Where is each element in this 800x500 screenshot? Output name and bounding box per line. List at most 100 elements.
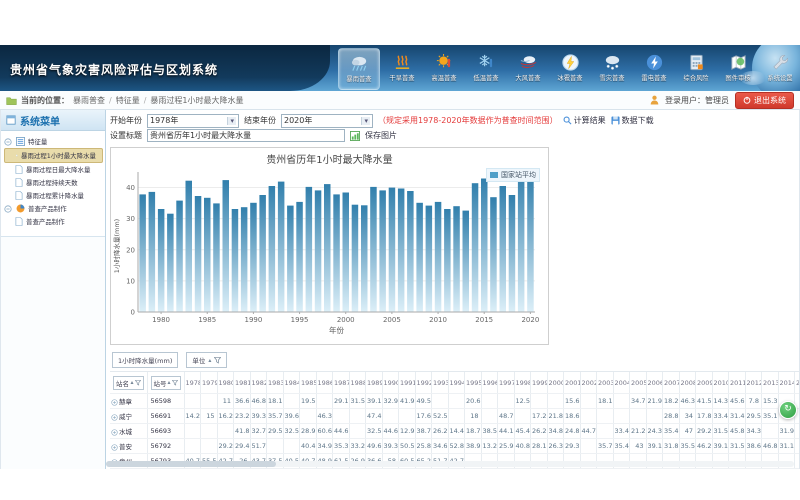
start-year-select[interactable]: 1978年 ▾ [147,113,239,128]
toolbar-item-map-review[interactable]: 图件审核 [718,48,758,88]
collapse-icon[interactable] [4,204,12,213]
toolbar-item-settings[interactable]: 系统设置 [760,48,800,88]
column-header-year[interactable]: 1983 [266,372,284,394]
column-header-year[interactable]: 2002 [580,372,597,394]
collapse-icon[interactable] [4,137,12,146]
end-year-select[interactable]: 2020年 ▾ [281,113,373,128]
column-header-station[interactable]: 站名 ▴ [110,372,148,394]
column-header-year[interactable]: 1997 [497,372,515,394]
column-header-year[interactable]: 2015 [794,372,799,394]
download-button[interactable]: 数据下载 [611,115,654,126]
column-header-year[interactable]: 2007 [662,372,680,394]
column-header-year[interactable]: 1996 [481,372,498,394]
column-header-year[interactable]: 2013 [761,372,779,394]
tree-item-product-making[interactable]: 普查产品制作 [4,215,103,228]
toolbar-item-rainstorm[interactable]: 暴雨普查 [338,48,380,90]
row-expand-icon[interactable] [111,428,118,436]
column-header-year[interactable]: 2008 [679,372,696,394]
column-header-year[interactable]: 1986 [316,372,333,394]
tree-item-label[interactable]: 暴雨过程累计降水量 [26,191,84,200]
filter-funnel-icon[interactable] [171,379,178,386]
table-row[interactable]: 普安 56792 29.2 29.4 51.7 40.4 34.9 35.3 33.2 49.6 3… [110,438,799,454]
column-header-year[interactable]: 1991 [398,372,416,394]
column-header-year[interactable]: 2014 [778,372,795,394]
row-expand-icon[interactable] [111,413,118,421]
toolbar-item-high-temp[interactable]: 高温普查 [424,48,464,88]
tree-item-label[interactable]: 暴雨过程1小时最大降水量 [20,151,96,160]
tree-item-label[interactable]: 暴雨过程日最大降水量 [26,165,91,174]
tree-item-accumulated-precip[interactable]: 暴雨过程累计降水量 [4,189,103,202]
column-header-year[interactable]: 2012 [745,372,762,394]
column-header-year[interactable]: 2009 [695,372,713,394]
tree-item-hourly-max-precip[interactable]: 暴雨过程1小时最大降水量 [4,148,103,163]
toolbar-item-lightning[interactable]: 雷电普查 [634,48,674,88]
column-header-year[interactable]: 1984 [283,372,300,394]
toolbar-item-wind[interactable]: 大风普查 [508,48,548,88]
calculate-button[interactable]: 计算结果 [563,115,606,126]
table-row[interactable]: 水城 56693 41.8 32.7 29.5 32.5 28.9 60.6 44.6 32.5 4… [110,423,799,439]
tree-item-label[interactable]: 普查产品制作 [26,217,65,226]
scrollbar-thumb[interactable] [106,461,276,467]
column-header-year[interactable]: 1987 [332,372,350,394]
breadcrumb-item-survey[interactable]: 暴雨普查 [73,95,105,105]
tree-node-feature[interactable]: 特征量 [4,135,103,148]
column-header-year[interactable]: 2003 [596,372,614,394]
bar-1982 [176,200,183,312]
column-header-year[interactable]: 1993 [431,372,449,394]
tree-node-product[interactable]: 普查产品制作 [4,202,103,215]
column-header-year[interactable]: 2006 [646,372,663,394]
sync-float-button[interactable]: ↻ [779,401,797,419]
table-row[interactable]: 赫章 56598 11 36.6 46.8 18.1 19.5 29.1 31.5 39.1 32.… [110,393,799,409]
table-row[interactable]: 桐梓5760640.151.317.228.233.241.127.640.59… [110,468,799,469]
column-header-year[interactable]: 1980 [217,372,234,394]
breadcrumb-item-feature[interactable]: 特征量 [115,95,140,105]
value-cell: 34 [679,408,696,424]
chart-title-input[interactable] [147,129,345,142]
tree-item-daily-max-precip[interactable]: 暴雨过程日最大降水量 [4,163,103,176]
filter-funnel-icon[interactable] [214,356,222,364]
column-header-year[interactable]: 1988 [349,372,366,394]
column-header-year[interactable]: 2011 [728,372,746,394]
sort-icon[interactable]: ▴ [208,356,212,364]
column-header-year[interactable]: 1998 [514,372,531,394]
element-filter-chip[interactable]: 1小时降水量(mm) [112,352,179,368]
row-expand-icon[interactable] [111,443,118,451]
column-header-year[interactable]: 1979 [200,372,218,394]
column-header-year[interactable]: 1982 [250,372,267,394]
user-icon [650,95,659,105]
column-header-year[interactable]: 2004 [613,372,630,394]
tree-node-label[interactable]: 普查产品制作 [28,204,67,213]
toolbar-item-drought[interactable]: 干旱普查 [382,48,422,88]
tree-item-duration-days[interactable]: 暴雨过程持续天数 [4,176,103,189]
row-expand-icon[interactable] [111,398,118,406]
column-header-year[interactable]: 1994 [448,372,465,394]
column-header-year[interactable]: 1978 [184,372,201,394]
toolbar-item-hail[interactable]: 冰雹普查 [550,48,590,88]
value-cell [646,468,663,469]
data-table-wrapper[interactable]: 站名 ▴ 站号 ▴ 1978 1979 1980 1981 1982 1983 1984 1985 19… [110,371,799,469]
filter-funnel-icon[interactable] [134,379,141,386]
column-header-year[interactable]: 1981 [233,372,251,394]
horizontal-scrollbar[interactable] [106,461,794,467]
toolbar-item-comprehensive-risk[interactable]: 综合风险 [676,48,716,88]
tree-item-label[interactable]: 暴雨过程持续天数 [26,178,78,187]
toolbar-item-snow[interactable]: 雪灾普查 [592,48,632,88]
toolbar-item-low-temp[interactable]: 低温普查 [466,48,506,88]
column-header-year[interactable]: 1999 [530,372,548,394]
svg-text:2005: 2005 [383,316,401,324]
column-header-id[interactable]: 站号 ▴ [147,372,185,394]
column-header-year[interactable]: 2000 [547,372,564,394]
table-row[interactable]: 威宁 56691 14.2 15 16.2 23.2 39.3 35.7 39.6 46.3 47.… [110,408,799,424]
column-header-year[interactable]: 2010 [712,372,729,394]
column-header-year[interactable]: 2005 [629,372,647,394]
unit-filter-chip[interactable]: 单位 ▴ [186,352,228,368]
save-image-button[interactable]: 保存图片 [365,131,397,140]
column-header-year[interactable]: 1990 [382,372,399,394]
tree-node-label[interactable]: 特征量 [28,137,48,146]
column-header-year[interactable]: 2001 [563,372,581,394]
column-header-year[interactable]: 1992 [415,372,432,394]
column-header-year[interactable]: 1985 [299,372,317,394]
column-header-year[interactable]: 1995 [464,372,482,394]
logout-button[interactable]: 退出系统 [735,91,794,109]
column-header-year[interactable]: 1989 [365,372,383,394]
